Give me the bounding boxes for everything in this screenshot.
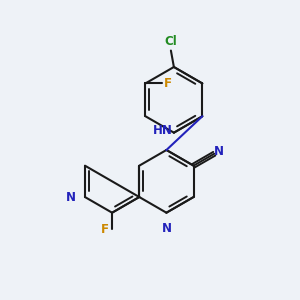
Text: F: F bbox=[100, 223, 109, 236]
Text: N: N bbox=[66, 190, 76, 203]
Text: Cl: Cl bbox=[164, 35, 177, 48]
Text: HN: HN bbox=[153, 124, 172, 136]
Text: N: N bbox=[161, 222, 171, 235]
Text: F: F bbox=[164, 77, 172, 90]
Text: N: N bbox=[214, 145, 224, 158]
